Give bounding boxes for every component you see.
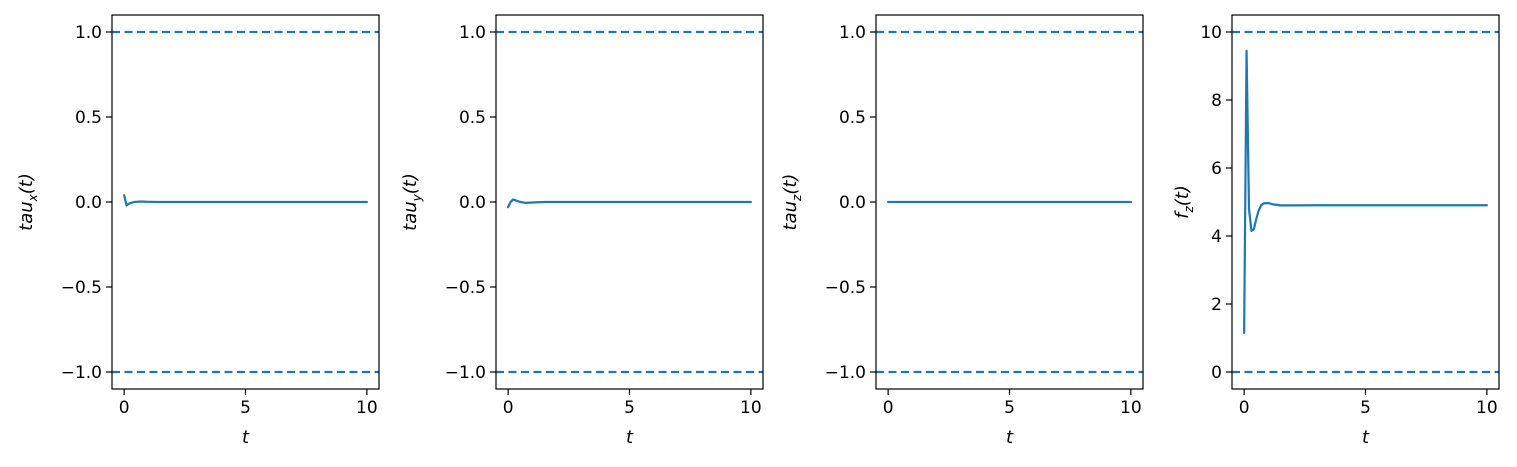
y-tick-label: 0.5 bbox=[459, 108, 486, 128]
y-tick-label: 8 bbox=[1211, 91, 1222, 111]
y-axis-label-main: tau bbox=[16, 201, 37, 231]
series-line bbox=[1243, 49, 1488, 334]
y-tick-label: −0.5 bbox=[825, 278, 866, 298]
x-axis-label: t bbox=[242, 427, 250, 448]
y-axis-label-tail: (t) bbox=[1172, 185, 1193, 206]
y-axis-label: tauz(t) bbox=[780, 174, 804, 231]
x-tick-label: 5 bbox=[1004, 398, 1015, 418]
x-tick-label: 0 bbox=[1239, 398, 1250, 418]
y-tick-label: 1.0 bbox=[459, 23, 486, 43]
subplot-2: 0 5 10 −1.0 −0.5 0.0 0.5 1.0 t tauy(t) bbox=[400, 14, 764, 448]
y-axis-label: fz(t) bbox=[1172, 185, 1196, 219]
y-axis-label-subscript: y bbox=[410, 193, 424, 202]
y-axis-label-subscript: z bbox=[1182, 206, 1196, 214]
x-axis-label: t bbox=[1006, 427, 1014, 448]
x-tick-label: 10 bbox=[1120, 398, 1142, 418]
y-axis-label-tail: (t) bbox=[400, 173, 421, 194]
y-axis-label-subscript: x bbox=[26, 193, 40, 202]
y-tick-label: 0.0 bbox=[459, 193, 486, 213]
y-axis-label-main: tau bbox=[780, 201, 801, 231]
x-axis-label: t bbox=[626, 427, 634, 448]
y-axis-label: tauy(t) bbox=[400, 173, 424, 231]
y-axis-label-tail: (t) bbox=[16, 173, 37, 194]
y-tick-label: 10 bbox=[1200, 23, 1222, 43]
y-tick-label: 0.0 bbox=[75, 193, 102, 213]
y-tick-label: −0.5 bbox=[445, 278, 486, 298]
y-tick-label: 0.0 bbox=[839, 193, 866, 213]
x-tick-label: 0 bbox=[503, 398, 514, 418]
y-tick-label: −1.0 bbox=[61, 363, 102, 383]
x-tick-label: 5 bbox=[1360, 398, 1371, 418]
x-axis-label: t bbox=[1362, 427, 1370, 448]
y-tick-label: 1.0 bbox=[75, 23, 102, 43]
subplot-3: 0 5 10 −1.0 −0.5 0.0 0.5 1.0 t tauz(t) bbox=[780, 14, 1144, 448]
y-axis-label-main: tau bbox=[400, 201, 421, 231]
x-tick-label: 10 bbox=[740, 398, 762, 418]
x-tick-label: 5 bbox=[240, 398, 251, 418]
y-axis-label-subscript: z bbox=[790, 194, 804, 202]
x-tick-label: 10 bbox=[356, 398, 378, 418]
subplot-4: 0 5 10 0 2 4 6 8 10 t fz(t) bbox=[1172, 14, 1500, 448]
y-axis-label: taux(t) bbox=[16, 173, 40, 231]
y-tick-label: 0.5 bbox=[75, 108, 102, 128]
x-tick-label: 0 bbox=[119, 398, 130, 418]
subplot-1: 0 5 10 −1.0 −0.5 0.0 0.5 1.0 t taux(t) bbox=[16, 14, 380, 448]
y-tick-label: −1.0 bbox=[825, 363, 866, 383]
y-tick-label: 0 bbox=[1211, 363, 1222, 383]
axes-frame bbox=[1231, 14, 1500, 390]
series-line bbox=[507, 198, 752, 209]
y-tick-label: −0.5 bbox=[61, 278, 102, 298]
series-line bbox=[123, 194, 368, 207]
y-tick-label: 1.0 bbox=[839, 23, 866, 43]
y-tick-label: 6 bbox=[1211, 159, 1222, 179]
y-axis-label-tail: (t) bbox=[780, 174, 801, 195]
x-tick-label: 0 bbox=[883, 398, 894, 418]
y-tick-label: 0.5 bbox=[839, 108, 866, 128]
x-tick-label: 5 bbox=[624, 398, 635, 418]
y-tick-label: 2 bbox=[1211, 295, 1222, 315]
y-tick-label: −1.0 bbox=[445, 363, 486, 383]
y-tick-label: 4 bbox=[1211, 227, 1222, 247]
x-tick-label: 10 bbox=[1476, 398, 1498, 418]
y-axis-label-main: f bbox=[1172, 210, 1193, 219]
